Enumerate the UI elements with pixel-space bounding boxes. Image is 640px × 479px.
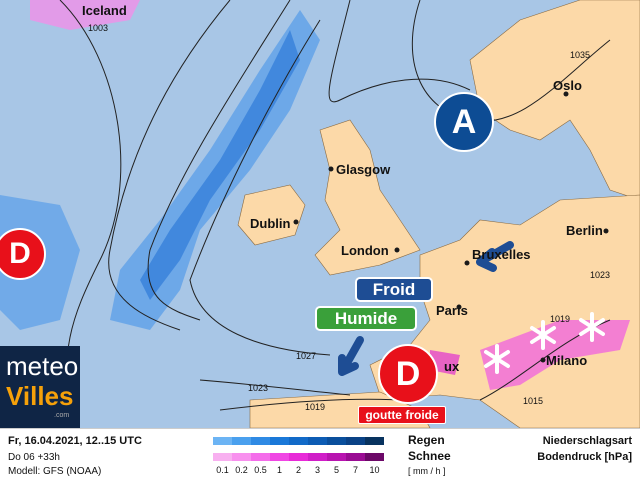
- color-swatch: [308, 453, 327, 461]
- city-glasgow: Glasgow: [336, 162, 391, 177]
- land-scandinavia: [469, 0, 640, 201]
- map-shapes: [0, 0, 640, 428]
- city-london: London: [341, 243, 389, 258]
- isobar-lines: [59, 0, 611, 428]
- city-milano: Milano: [546, 353, 588, 368]
- scale-tick: 0.1: [216, 465, 229, 475]
- scale-tick: 0.5: [254, 465, 267, 475]
- color-swatch: [289, 453, 308, 461]
- color-swatch: [232, 437, 251, 445]
- logo-suffix: .com: [54, 412, 70, 419]
- humide-label: Humide: [315, 306, 417, 331]
- city-bordeaux: ux: [444, 359, 460, 374]
- city-dots: [293, 91, 609, 363]
- color-swatch: [346, 453, 365, 461]
- scale-tick: 2: [295, 465, 301, 475]
- city-berlin: Berlin: [566, 223, 603, 238]
- low-pressure-france: D: [378, 344, 438, 404]
- isobar-label: 1015: [523, 396, 544, 406]
- scale-tick: 1: [276, 465, 282, 475]
- scale-tick: 10: [369, 465, 380, 475]
- scale-tick: 0.2: [235, 465, 248, 475]
- scale-tick: 3: [314, 465, 320, 475]
- froid-label: Froid: [355, 277, 433, 302]
- model-label: Modell: GFS (NOAA): [8, 466, 102, 477]
- isobar-label: 1027: [296, 351, 317, 361]
- color-swatch: [213, 453, 232, 461]
- high-pressure-scandinavia: A: [434, 92, 494, 152]
- unit-label: [ mm / h ]: [408, 466, 446, 476]
- low-pressure-west: D: [0, 228, 46, 280]
- isobar-label: 1019: [305, 402, 326, 412]
- color-swatch: [251, 453, 270, 461]
- precip-type-label: Niederschlagsart: [542, 435, 632, 447]
- snowflake-icons: [484, 312, 605, 374]
- legend-panel: Fr, 16.04.2021, 12..15 UTC Do 06 +33h Mo…: [0, 428, 640, 479]
- color-swatch: [327, 453, 346, 461]
- color-swatch: [270, 437, 289, 445]
- isobar-label: 1003: [88, 23, 109, 33]
- rain-scale: [213, 437, 384, 445]
- snow-label: Schnee: [408, 449, 451, 463]
- forecast-run: Do 06 +33h: [8, 452, 60, 463]
- city-dublin: Dublin: [250, 216, 291, 231]
- goutte-froide-label: goutte froide: [358, 406, 446, 424]
- color-swatch: [213, 437, 232, 445]
- snow-iceland: [30, 0, 140, 30]
- isobar-label: 1023: [248, 383, 269, 393]
- color-swatch: [327, 437, 346, 445]
- scale-tick: 5: [333, 465, 339, 475]
- froid-arrow-icon: [476, 241, 514, 272]
- humide-arrow-icon: [338, 336, 364, 376]
- color-swatch: [346, 437, 365, 445]
- color-swatch: [270, 453, 289, 461]
- isobar-label: 1035: [570, 50, 591, 60]
- meteovilles-logo: meteo Villes .com: [0, 346, 80, 428]
- rain-label: Regen: [408, 433, 445, 447]
- rain-band-core: [140, 30, 300, 300]
- city-iceland: Iceland: [82, 3, 127, 18]
- isobar-label: 1023: [590, 270, 611, 280]
- logo-text: Villes: [6, 381, 74, 411]
- color-swatch: [365, 453, 384, 461]
- scale-ticks: 0.1 0.2 0.5 1 2 3 5 7 10: [213, 465, 384, 476]
- color-swatch: [251, 437, 270, 445]
- snow-scale: [213, 453, 384, 461]
- color-swatch: [232, 453, 251, 461]
- city-bruxelles: Bruxelles: [472, 247, 531, 262]
- city-oslo: Oslo: [553, 78, 582, 93]
- weather-map: Iceland Oslo Glasgow Dublin London Bruxe…: [0, 0, 640, 428]
- logo-text: meteo: [6, 351, 79, 381]
- pressure-label: Bodendruck [hPa]: [537, 451, 632, 463]
- forecast-date: Fr, 16.04.2021, 12..15 UTC: [8, 435, 142, 447]
- land-britain: [314, 119, 421, 276]
- scale-tick: 7: [352, 465, 358, 475]
- color-swatch: [308, 437, 327, 445]
- land-ireland: [237, 184, 306, 246]
- city-paris: Paris: [436, 303, 468, 318]
- color-swatch: [365, 437, 384, 445]
- color-swatch: [289, 437, 308, 445]
- isobar-label: 1019: [550, 314, 571, 324]
